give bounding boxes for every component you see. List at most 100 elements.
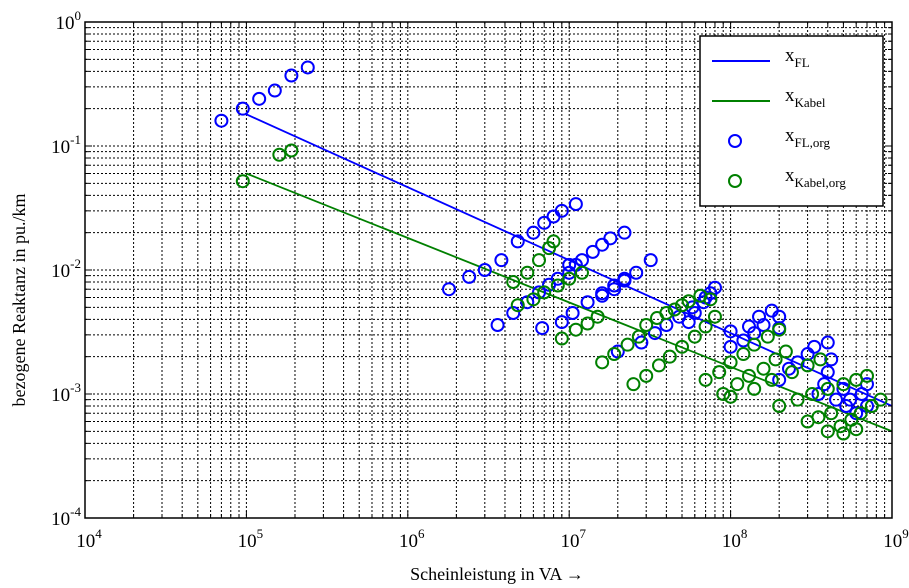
data-point: [607, 282, 622, 297]
data-point: [631, 329, 646, 344]
data-point: [554, 315, 569, 330]
data-point: [760, 329, 775, 344]
data-point: [813, 352, 828, 367]
x-tick-label: 109: [883, 526, 909, 552]
data-point: [820, 335, 835, 350]
data-point: [643, 253, 658, 268]
data-point: [752, 309, 767, 324]
data-point: [772, 372, 787, 387]
data-point: [716, 387, 731, 401]
data-point: [603, 231, 618, 246]
data-point: [772, 322, 787, 337]
data-point: [585, 244, 600, 259]
legend-label: xFL,org: [785, 125, 831, 150]
x-tick-label: 105: [238, 526, 264, 552]
data-point: [546, 234, 561, 249]
data-point: [790, 392, 805, 407]
data-point: [526, 292, 541, 307]
data-point: [820, 365, 835, 380]
tick-labels: 104 105 106 107 108 109 10-4 10-3 10-2 10-1 100: [51, 8, 909, 552]
data-point: [590, 309, 605, 324]
data-point: [849, 422, 864, 437]
data-point: [651, 358, 666, 373]
data-point: [568, 197, 583, 212]
data-point: [747, 381, 762, 396]
data-point: [781, 361, 796, 376]
data-point: [853, 406, 868, 421]
data-point: [712, 365, 727, 380]
data-point: [562, 257, 577, 272]
data-point: [626, 377, 641, 392]
data-point: [824, 406, 839, 421]
data-point: [639, 368, 654, 383]
data-point: [836, 377, 851, 392]
x-axis-title: Scheinleistung in VA →: [410, 564, 584, 584]
data-point: [698, 372, 713, 387]
data-point: [836, 381, 851, 396]
y-tick-label: 10-3: [51, 380, 81, 406]
data-point: [820, 381, 835, 396]
plot-data: [214, 60, 893, 441]
data-point: [617, 225, 632, 240]
data-point: [595, 237, 610, 252]
data-point: [629, 265, 644, 280]
data-point: [723, 389, 738, 404]
data-point: [723, 324, 738, 339]
data-point: [805, 387, 820, 401]
data-point: [506, 275, 521, 290]
data-point: [532, 253, 547, 268]
y-tick-label: 10-2: [51, 256, 81, 282]
data-point: [859, 368, 874, 383]
data-point: [214, 113, 229, 128]
data-point: [537, 285, 552, 300]
data-point: [741, 368, 756, 383]
data-point: [687, 306, 702, 321]
data-point: [620, 337, 635, 352]
data-point: [562, 271, 577, 286]
data-point: [696, 295, 711, 310]
legend-label: xKabel,org: [785, 165, 846, 190]
data-point: [681, 294, 696, 309]
data-point: [477, 263, 492, 277]
data-point: [833, 419, 848, 434]
data-point: [784, 365, 799, 380]
data-point: [647, 326, 662, 341]
legend: xFL xKabel xFL,org xKabel,org: [699, 35, 884, 207]
data-point: [723, 339, 738, 354]
data-point: [659, 306, 674, 321]
data-point: [836, 426, 851, 441]
data-point: [768, 352, 783, 367]
data-point: [772, 399, 787, 414]
data-point: [723, 355, 738, 370]
legend-marker-swatch: [728, 174, 742, 188]
data-point: [520, 265, 535, 280]
data-point: [252, 91, 267, 106]
data-point: [568, 322, 583, 337]
data-point: [873, 392, 888, 407]
data-point: [490, 318, 505, 333]
data-point: [462, 269, 477, 284]
data-point: [820, 424, 835, 439]
data-point: [730, 377, 745, 392]
y-tick-label: 100: [56, 8, 82, 34]
data-point: [580, 316, 595, 331]
data-point: [284, 143, 299, 158]
data-point: [639, 318, 654, 333]
data-point: [747, 337, 762, 352]
data-point: [698, 319, 713, 334]
data-point: [510, 298, 525, 313]
data-point: [667, 302, 682, 317]
legend-label: xFL: [785, 45, 810, 70]
data-point: [687, 329, 702, 344]
data-point: [510, 234, 525, 249]
tick-marks: [84, 22, 892, 519]
data-point: [736, 347, 751, 362]
y-tick-label: 10-1: [51, 132, 81, 158]
data-point: [824, 352, 839, 367]
data-point: [764, 303, 779, 318]
data-point: [494, 253, 509, 268]
data-point: [764, 372, 779, 387]
data-point: [778, 344, 793, 359]
data-point: [829, 392, 844, 407]
data-point: [300, 60, 315, 75]
